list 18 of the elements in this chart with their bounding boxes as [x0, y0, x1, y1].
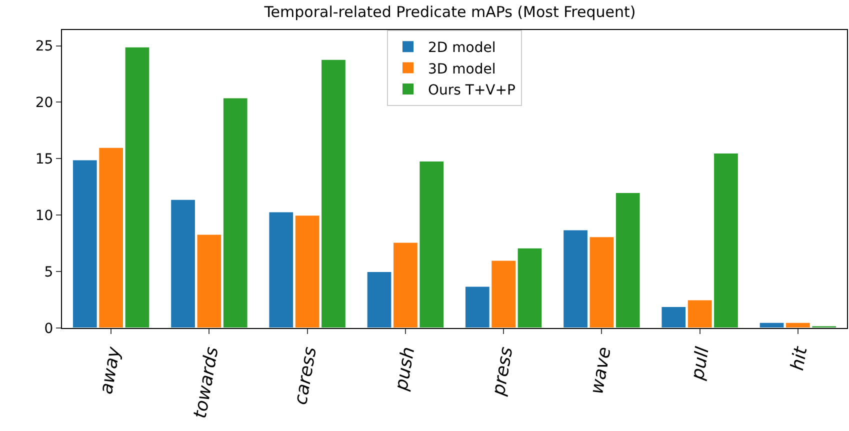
x-tick-label: push	[390, 345, 420, 393]
x-tick-label: away	[96, 345, 125, 396]
y-tick-label: 15	[35, 152, 54, 168]
x-tick-label: caress	[290, 345, 322, 406]
legend-label: 3D model	[428, 61, 496, 78]
legend-label: Ours T+V+P	[428, 82, 516, 98]
y-tick-label: 0	[44, 320, 54, 337]
x-tick-label: towards	[190, 345, 223, 420]
x-tick-label: wave	[586, 345, 616, 396]
legend-label: 2D model	[428, 40, 496, 56]
x-tick-label: press	[488, 345, 518, 398]
chart-title: Temporal-related Predicate mAPs (Most Frequent)	[263, 2, 636, 21]
x-tick-label: hit	[786, 344, 812, 372]
x-tick-label: pull	[687, 345, 714, 382]
y-tick-label: 10	[35, 208, 54, 224]
y-tick-label: 5	[44, 264, 54, 280]
y-tick-label: 20	[35, 95, 54, 112]
y-tick-label: 25	[35, 38, 54, 55]
